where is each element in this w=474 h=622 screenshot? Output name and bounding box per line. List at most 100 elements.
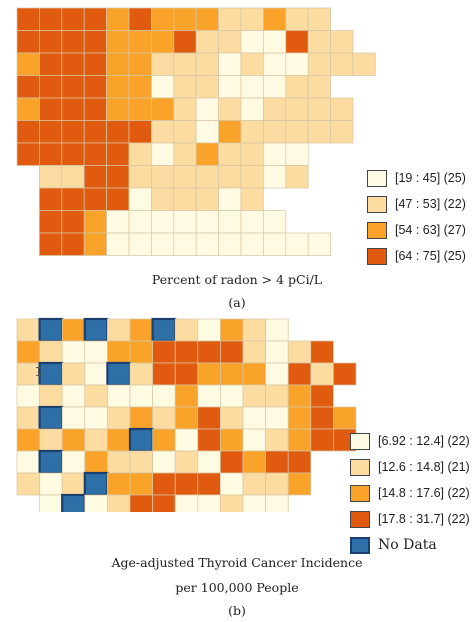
county-cell [307,120,331,144]
county-cell [39,165,63,189]
county-cell [38,449,64,475]
county-cell [38,317,64,343]
county-cell [285,7,309,31]
county-cell [310,362,334,386]
county-cell [242,362,266,386]
county-cell [240,52,264,76]
county-cell [84,406,108,430]
county-cell [330,97,354,121]
county-cell [39,494,63,512]
county-cell [265,406,289,430]
county-cell [197,450,221,474]
county-cell [152,340,176,364]
county-cell [330,120,354,144]
county-cell [106,210,130,234]
county-cell [107,318,131,342]
legend-label: [17.8 : 31.7] (22) [378,512,470,526]
county-cell [151,187,175,211]
county-cell [84,384,108,408]
county-cell [242,318,266,342]
legend-swatch [367,221,387,239]
county-cell [152,428,176,452]
county-cell [106,120,130,144]
county-cell [107,472,131,496]
county-cell [220,450,244,474]
county-cell [220,428,244,452]
county-cell [195,7,219,31]
county-cell [218,210,242,234]
county-cell [106,30,130,54]
county-cell [61,384,86,408]
county-cell [307,232,331,256]
county-cell [242,472,266,496]
thyroid-caption-line2: per 100,000 People [175,580,299,595]
county-cell [220,340,244,364]
county-cell [61,493,86,512]
county-cell [16,384,40,408]
legend-item: [54 : 63] (27) [367,217,466,243]
county-cell [218,97,242,121]
county-cell [174,318,199,342]
county-cell [310,406,334,430]
county-cell [16,52,40,76]
county-cell [195,52,219,76]
county-cell [16,30,40,54]
legend-swatch [350,510,370,528]
legend-swatch [367,247,387,265]
county-cell [263,210,287,234]
legend-label: [6.92 : 12.4] (22) [378,434,470,448]
county-cell [39,120,63,144]
county-cell [129,318,153,342]
county-cell [333,406,357,430]
county-cell [285,30,309,54]
county-cell [197,318,221,342]
county-cell [128,52,152,76]
county-cell [240,142,264,166]
county-cell [61,165,85,189]
county-cell [61,210,85,234]
legend-label: [12.6 : 14.8] (21) [378,460,470,474]
county-cell [128,142,152,166]
county-cell [174,406,199,430]
county-cell [263,120,287,144]
legend-item: [47 : 53] (22) [367,191,466,217]
county-cell [107,406,131,430]
county-cell [197,340,221,364]
county-cell [287,384,312,408]
county-cell [263,97,287,121]
county-cell [151,75,175,99]
county-cell [195,142,219,166]
county-cell [61,318,86,342]
county-cell [128,75,152,99]
county-cell [195,187,219,211]
county-cell [287,428,312,452]
county-cell [220,318,244,342]
county-cell [242,406,266,430]
county-cell [197,428,221,452]
county-cell [285,97,309,121]
county-cell [61,120,85,144]
county-cell [151,317,177,343]
county-cell [173,75,197,99]
county-cell [61,7,85,31]
legend-label: [64 : 75] (25) [395,249,466,263]
county-cell [16,406,40,430]
county-cell [197,384,221,408]
county-cell [173,97,197,121]
county-cell [197,494,221,512]
county-cell [128,187,152,211]
legend-swatch [350,458,370,476]
county-cell [38,361,64,387]
county-cell [152,450,176,474]
legend-swatch [367,169,387,187]
county-cell [129,450,153,474]
county-cell [173,52,197,76]
county-cell [285,120,309,144]
county-cell [61,30,85,54]
county-cell [174,472,199,496]
county-cell [310,384,334,408]
county-cell [61,428,86,452]
county-cell [38,405,64,431]
radon-legend: [19 : 45] (25) [47 : 53] (22) [54 : 63] … [367,165,466,269]
county-cell [83,30,107,54]
